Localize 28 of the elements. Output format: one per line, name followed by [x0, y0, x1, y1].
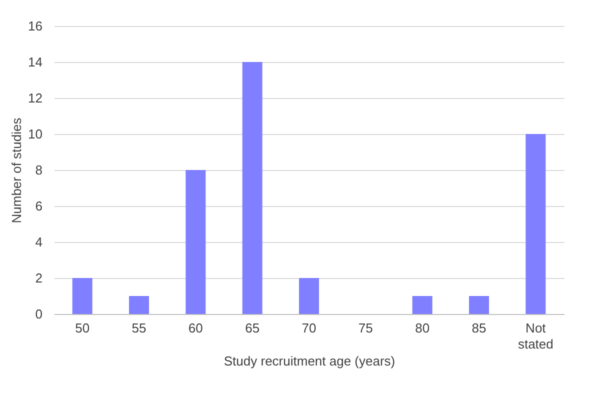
bar [299, 278, 319, 314]
x-tick-label: 60 [188, 320, 203, 336]
y-tick-label: 12 [28, 90, 42, 106]
bar [72, 278, 92, 314]
x-axis-title: Study recruitment age (years) [224, 354, 396, 368]
y-tick-label: 6 [35, 198, 42, 214]
x-tick-label: 80 [415, 320, 430, 336]
y-tick-label: 14 [28, 54, 42, 70]
x-tick-label: 50 [75, 320, 90, 336]
bar [469, 296, 489, 314]
bar [242, 62, 262, 314]
x-tick-label: 70 [302, 320, 316, 336]
y-tick-label: 8 [35, 162, 42, 178]
x-tick-label: 75 [358, 320, 373, 336]
bar [412, 296, 432, 314]
x-tick-label: 55 [132, 320, 146, 336]
y-tick-label: 10 [28, 126, 42, 142]
y-tick-label: 2 [35, 270, 42, 286]
x-tick-label: 65 [245, 320, 260, 336]
bar [186, 170, 206, 314]
y-tick-label: 16 [28, 18, 42, 34]
x-tick-label: 85 [472, 320, 486, 336]
x-tick-label: Not stated [518, 320, 554, 352]
y-tick-label: 4 [35, 234, 42, 250]
bar [526, 134, 546, 314]
bar [129, 296, 149, 314]
y-axis-title: Number of studies [9, 117, 24, 224]
y-tick-label: 0 [35, 306, 42, 322]
